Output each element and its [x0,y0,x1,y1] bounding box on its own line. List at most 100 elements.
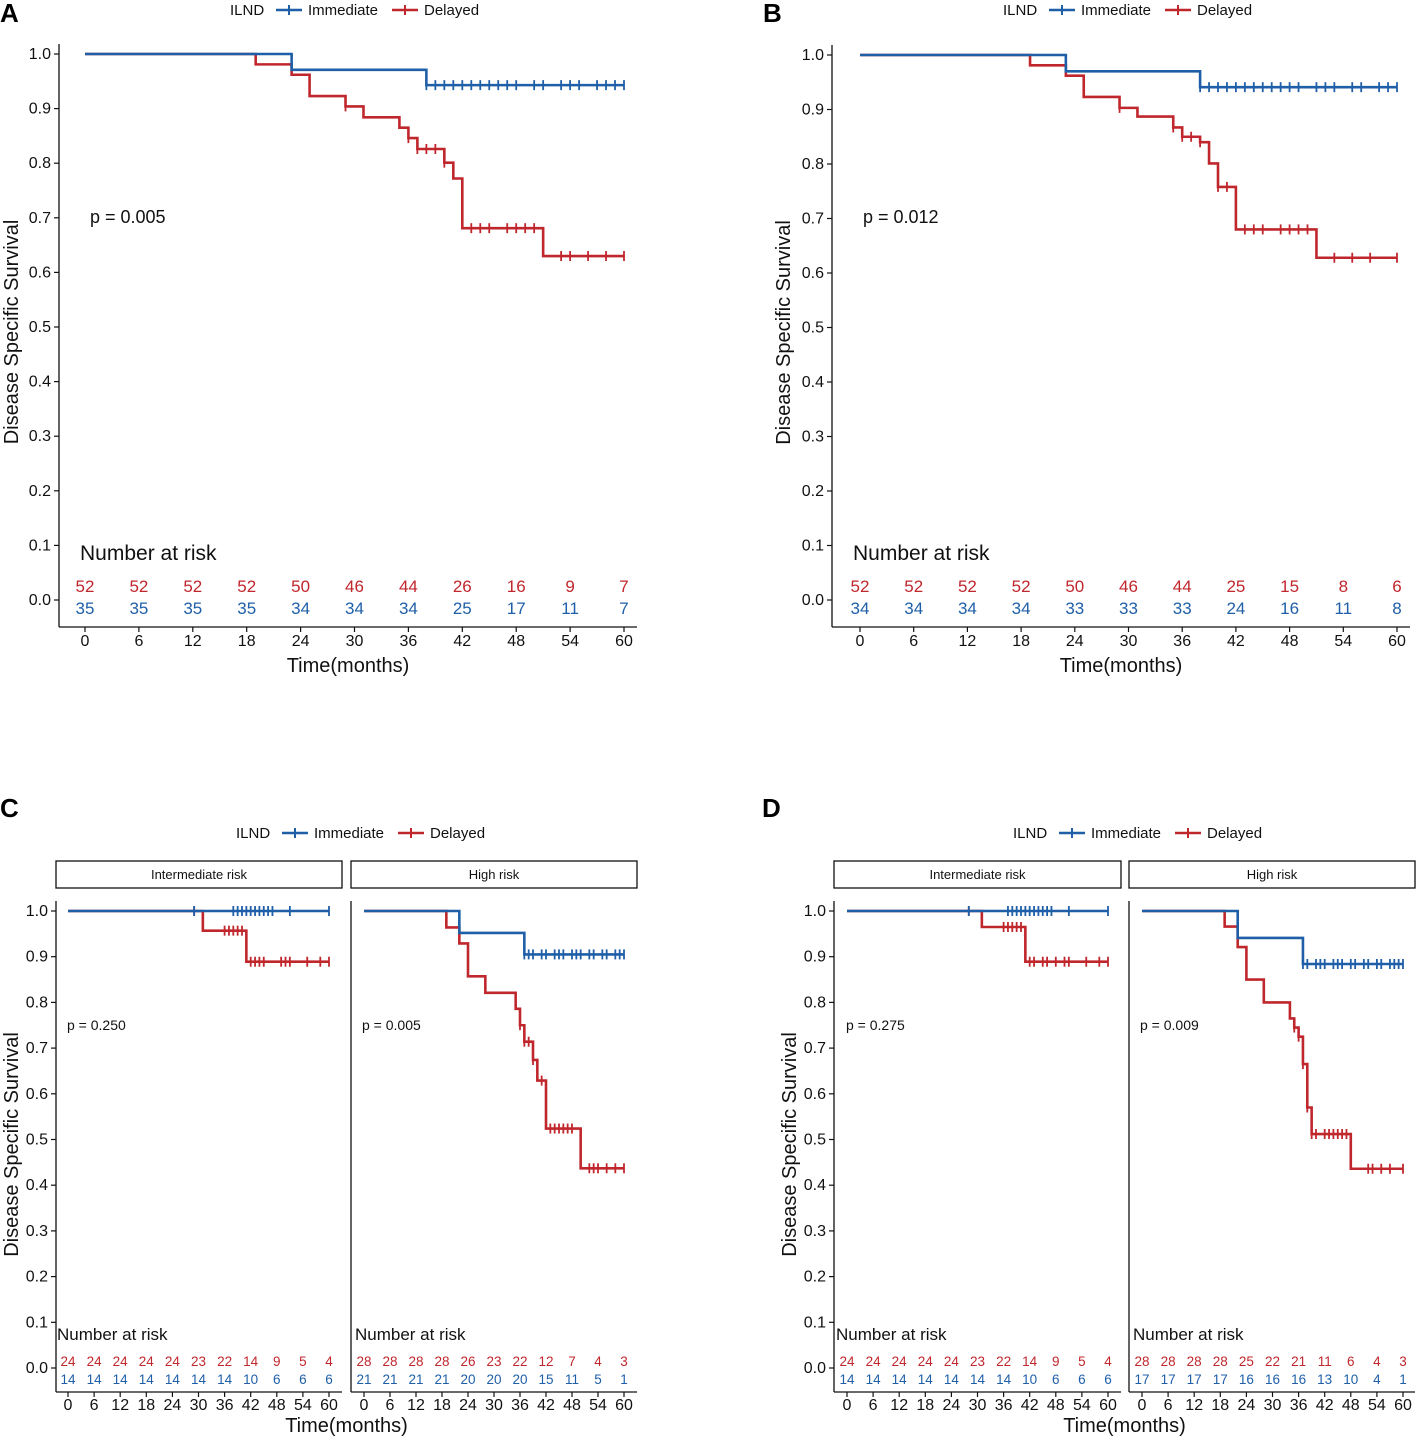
risk-count-delayed: 16 [507,577,526,596]
risk-count-immediate: 6 [1078,1372,1086,1387]
p-value: p = 0.012 [863,207,939,227]
risk-count-immediate: 35 [76,599,95,618]
y-axis: 0.0 0.1 0.2 0.3 0.4 0.5 0.6 0.7 0.8 0.9 1.0 [802,45,833,627]
km-curve-delayed [860,53,1397,260]
risk-count-immediate: 6 [273,1372,281,1387]
y-axis: 0.0 0.1 0.2 0.3 0.4 0.5 0.6 0.7 0.8 0.9 1.0 [29,44,60,627]
risk-count-immediate: 21 [408,1372,423,1387]
risk-count-immediate: 34 [1012,599,1031,618]
risk-count-delayed: 50 [291,577,310,596]
y-tick-label: 0.7 [29,210,51,227]
risk-table-title: Number at risk [836,1325,947,1344]
risk-count-delayed: 24 [918,1354,934,1369]
risk-count-immediate: 14 [944,1372,960,1387]
x-tick-label: 54 [1073,1397,1091,1414]
x-tick-label: 60 [615,1397,633,1414]
risk-count-delayed: 23 [970,1354,985,1369]
km-curve-delayed [85,52,624,258]
risk-count-immediate: 15 [538,1372,553,1387]
y-tick-label: 0.0 [29,592,51,609]
risk-count-delayed: 8 [1339,577,1348,596]
risk-count-immediate: 6 [299,1372,307,1387]
km-curve-delayed [68,909,329,964]
risk-count-immediate: 34 [399,599,418,618]
risk-count-delayed: 9 [273,1354,281,1369]
risk-count-immediate: 20 [460,1372,475,1387]
risk-count-immediate: 17 [1134,1372,1149,1387]
panel-letter: C [0,793,19,823]
y-tick-label: 0.2 [26,1269,48,1286]
risk-count-immediate: 14 [892,1372,908,1387]
risk-count-immediate: 14 [191,1372,207,1387]
risk-count-delayed: 26 [460,1354,475,1369]
risk-count-delayed: 14 [1022,1354,1038,1369]
y-tick-label: 0.9 [802,102,824,119]
risk-count-immediate: 24 [1226,599,1245,618]
x-tick-label: 12 [890,1397,908,1414]
risk-count-immediate: 11 [561,599,579,618]
p-value: p = 0.009 [1140,1017,1199,1033]
x-tick-label: 6 [869,1397,878,1414]
x-tick-label: 60 [1394,1397,1412,1414]
x-tick-label: 48 [563,1397,581,1414]
y-axis-title: Disease Specific Survival [1,1032,23,1257]
x-tick-label: 18 [137,1397,155,1414]
risk-count-immediate: 17 [1161,1372,1176,1387]
y-tick-label: 1.0 [804,903,826,920]
risk-count-delayed: 52 [129,577,148,596]
risk-count-immediate: 34 [904,599,923,618]
risk-count-immediate: 14 [87,1372,103,1387]
x-tick-label: 0 [81,633,90,650]
risk-count-immediate: 6 [325,1372,333,1387]
y-tick-label: 0.8 [802,156,824,173]
x-tick-label: 24 [292,633,310,650]
panel-d: D ILND Immediate Delayed Disease Specific Su… [762,793,1416,1437]
y-axis: 0.0 0.1 0.2 0.3 0.4 0.5 0.6 0.7 0.8 0.9 1.0 [26,901,57,1392]
x-tick-label: 60 [615,633,633,650]
risk-count-delayed: 28 [434,1354,449,1369]
risk-count-delayed: 23 [486,1354,501,1369]
km-curve-immediate [364,909,624,956]
y-tick-label: 0.1 [26,1314,48,1331]
risk-count-delayed: 3 [1399,1354,1407,1369]
y-tick-label: 0.2 [802,483,824,500]
x-tick-label: 18 [433,1397,451,1414]
risk-count-delayed: 6 [1392,577,1401,596]
risk-count-immediate: 17 [1187,1372,1202,1387]
risk-count-delayed: 6 [1347,1354,1355,1369]
facet-1: 0 6 12 18 24 30 36 42 48 54 60 p = 0.005 Number at r… [59,52,637,650]
x-tick-label: 42 [537,1397,555,1414]
x-tick-label: 36 [1290,1397,1308,1414]
risk-count-delayed: 52 [76,577,95,596]
legend-title: ILND [1003,2,1037,19]
panel-c: C ILND Immediate Delayed Disease Specific Su… [0,793,638,1437]
risk-count-immediate: 35 [183,599,202,618]
y-axis-title: Disease Specific Survival [779,1032,801,1257]
risk-count-immediate: 8 [1392,599,1401,618]
risk-count-immediate: 14 [839,1372,855,1387]
x-axis-title: Time(months) [287,655,410,677]
x-tick-label: 0 [843,1397,852,1414]
risk-count-immediate: 33 [1065,599,1084,618]
risk-count-immediate: 33 [1173,599,1192,618]
risk-count-delayed: 24 [60,1354,76,1369]
y-tick-label: 0.7 [802,211,824,228]
x-tick-label: 6 [386,1397,395,1414]
y-tick-label: 0.1 [804,1314,826,1331]
y-axis: 0.0 0.1 0.2 0.3 0.4 0.5 0.6 0.7 0.8 0.9 1.0 [804,901,835,1392]
legend: ILND Immediate Delayed [230,2,479,19]
p-value: p = 0.005 [90,207,166,227]
x-tick-label: 24 [1238,1397,1256,1414]
risk-count-immediate: 20 [512,1372,527,1387]
risk-count-immediate: 21 [434,1372,449,1387]
risk-count-delayed: 50 [1065,577,1084,596]
x-tick-label: 36 [1173,633,1191,650]
risk-count-delayed: 24 [165,1354,181,1369]
risk-count-delayed: 52 [904,577,923,596]
y-tick-label: 0.0 [802,592,824,609]
x-tick-label: 6 [90,1397,99,1414]
risk-table-title: Number at risk [355,1325,466,1344]
risk-count-delayed: 4 [1104,1354,1112,1369]
